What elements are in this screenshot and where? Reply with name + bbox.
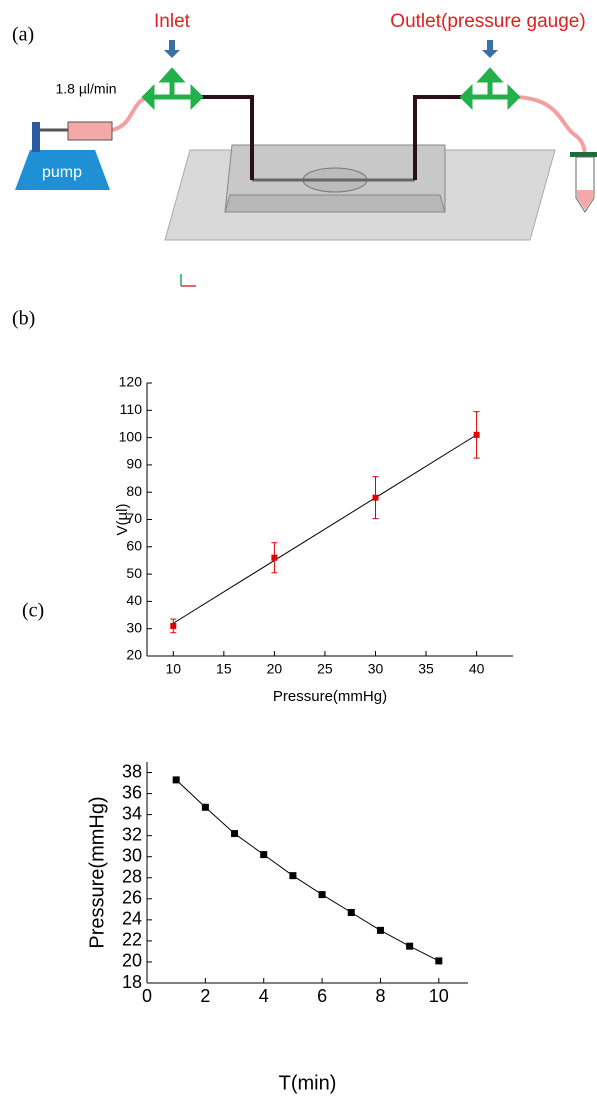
x-tick-label: 8 bbox=[375, 986, 385, 1006]
y-tick-label: 60 bbox=[126, 538, 142, 554]
y-tick-label: 32 bbox=[122, 824, 142, 844]
point bbox=[473, 431, 480, 438]
diagram: (a) Inlet Outlet(pressure gauge) 1.8 µl/… bbox=[12, 11, 597, 287]
panel-label: (c) bbox=[22, 600, 44, 622]
x-tick-label: 35 bbox=[418, 661, 434, 677]
pump-label: pump bbox=[42, 164, 82, 181]
y-tick-label: 120 bbox=[119, 374, 143, 390]
y-tick-label: 20 bbox=[122, 951, 142, 971]
arrows bbox=[164, 40, 498, 58]
y-tick-label: 30 bbox=[126, 619, 142, 635]
point bbox=[372, 494, 379, 501]
pump-clamp bbox=[32, 122, 40, 152]
y-tick-label: 70 bbox=[126, 510, 142, 526]
syringe bbox=[67, 121, 113, 141]
point bbox=[260, 851, 268, 859]
panel-label: (b) bbox=[12, 308, 35, 330]
x-tick-label: 10 bbox=[429, 986, 449, 1006]
x-tick-label: 40 bbox=[469, 661, 485, 677]
x-tick-label: 25 bbox=[317, 661, 333, 677]
outlet-tube bbox=[413, 95, 468, 180]
x-tick-label: 15 bbox=[216, 661, 232, 677]
point bbox=[318, 891, 326, 899]
y-tick-label: 110 bbox=[120, 401, 143, 417]
inlet-label: Inlet bbox=[154, 11, 191, 32]
chip-side bbox=[224, 194, 446, 213]
y-tick-label: 20 bbox=[126, 647, 142, 663]
y-tick-label: 100 bbox=[119, 428, 143, 444]
outlet-label: Outlet(pressure gauge) bbox=[390, 11, 585, 32]
x-axis-label: T(min) bbox=[279, 1072, 337, 1094]
series-line bbox=[175, 779, 440, 962]
x-tick-label: 2 bbox=[200, 986, 210, 1006]
x-tick-label: 6 bbox=[317, 986, 327, 1006]
y-tick-label: 24 bbox=[122, 909, 142, 929]
point bbox=[347, 908, 355, 916]
chart: 20 30 40 50 60 70 80 90 100 110 120 10 15 20 25 30 35 40 P… bbox=[114, 374, 513, 705]
vial-liquid bbox=[577, 190, 593, 210]
x-axis-label: Pressure(mmHg) bbox=[273, 688, 387, 705]
y-tick-label: 34 bbox=[122, 803, 142, 823]
point bbox=[289, 872, 297, 880]
y-tick-label: 18 bbox=[122, 972, 142, 992]
tubing bbox=[111, 95, 151, 132]
point bbox=[435, 957, 443, 965]
y-tick-label: 50 bbox=[126, 565, 142, 581]
point bbox=[201, 803, 209, 811]
y-tick-label: 30 bbox=[122, 845, 142, 865]
axis-icon bbox=[180, 274, 196, 287]
y-tick-label: 36 bbox=[122, 782, 142, 802]
y-tick-label: 26 bbox=[122, 888, 142, 908]
y-axis-label: Pressure(mmHg) bbox=[86, 796, 108, 948]
y-tick-label: 22 bbox=[122, 930, 142, 950]
point bbox=[170, 622, 177, 629]
x-tick-label: 30 bbox=[368, 661, 384, 677]
valve-outlet bbox=[459, 67, 521, 111]
point bbox=[271, 554, 278, 561]
point bbox=[172, 776, 180, 784]
point bbox=[406, 942, 414, 950]
point bbox=[376, 926, 384, 934]
fit-line bbox=[173, 434, 477, 624]
y-tick-label: 38 bbox=[122, 761, 142, 781]
flow-rate: 1.8 µl/min bbox=[56, 81, 117, 97]
x-tick-label: 10 bbox=[165, 661, 181, 677]
x-tick-label: 20 bbox=[267, 661, 283, 677]
vial-cap bbox=[570, 152, 597, 157]
y-tick-label: 80 bbox=[126, 483, 142, 499]
x-tick-label: 0 bbox=[142, 986, 152, 1006]
y-tick-label: 90 bbox=[126, 456, 142, 472]
valve-inlet bbox=[141, 67, 204, 111]
x-tick-label: 4 bbox=[259, 986, 269, 1006]
pump bbox=[15, 150, 110, 190]
y-tick-label: 40 bbox=[126, 592, 142, 608]
panel-label: (a) bbox=[12, 24, 34, 46]
y-axis-label: V(µl) bbox=[114, 504, 131, 536]
point bbox=[231, 830, 239, 838]
inlet-tube bbox=[195, 95, 254, 180]
y-tick-label: 28 bbox=[122, 867, 142, 887]
